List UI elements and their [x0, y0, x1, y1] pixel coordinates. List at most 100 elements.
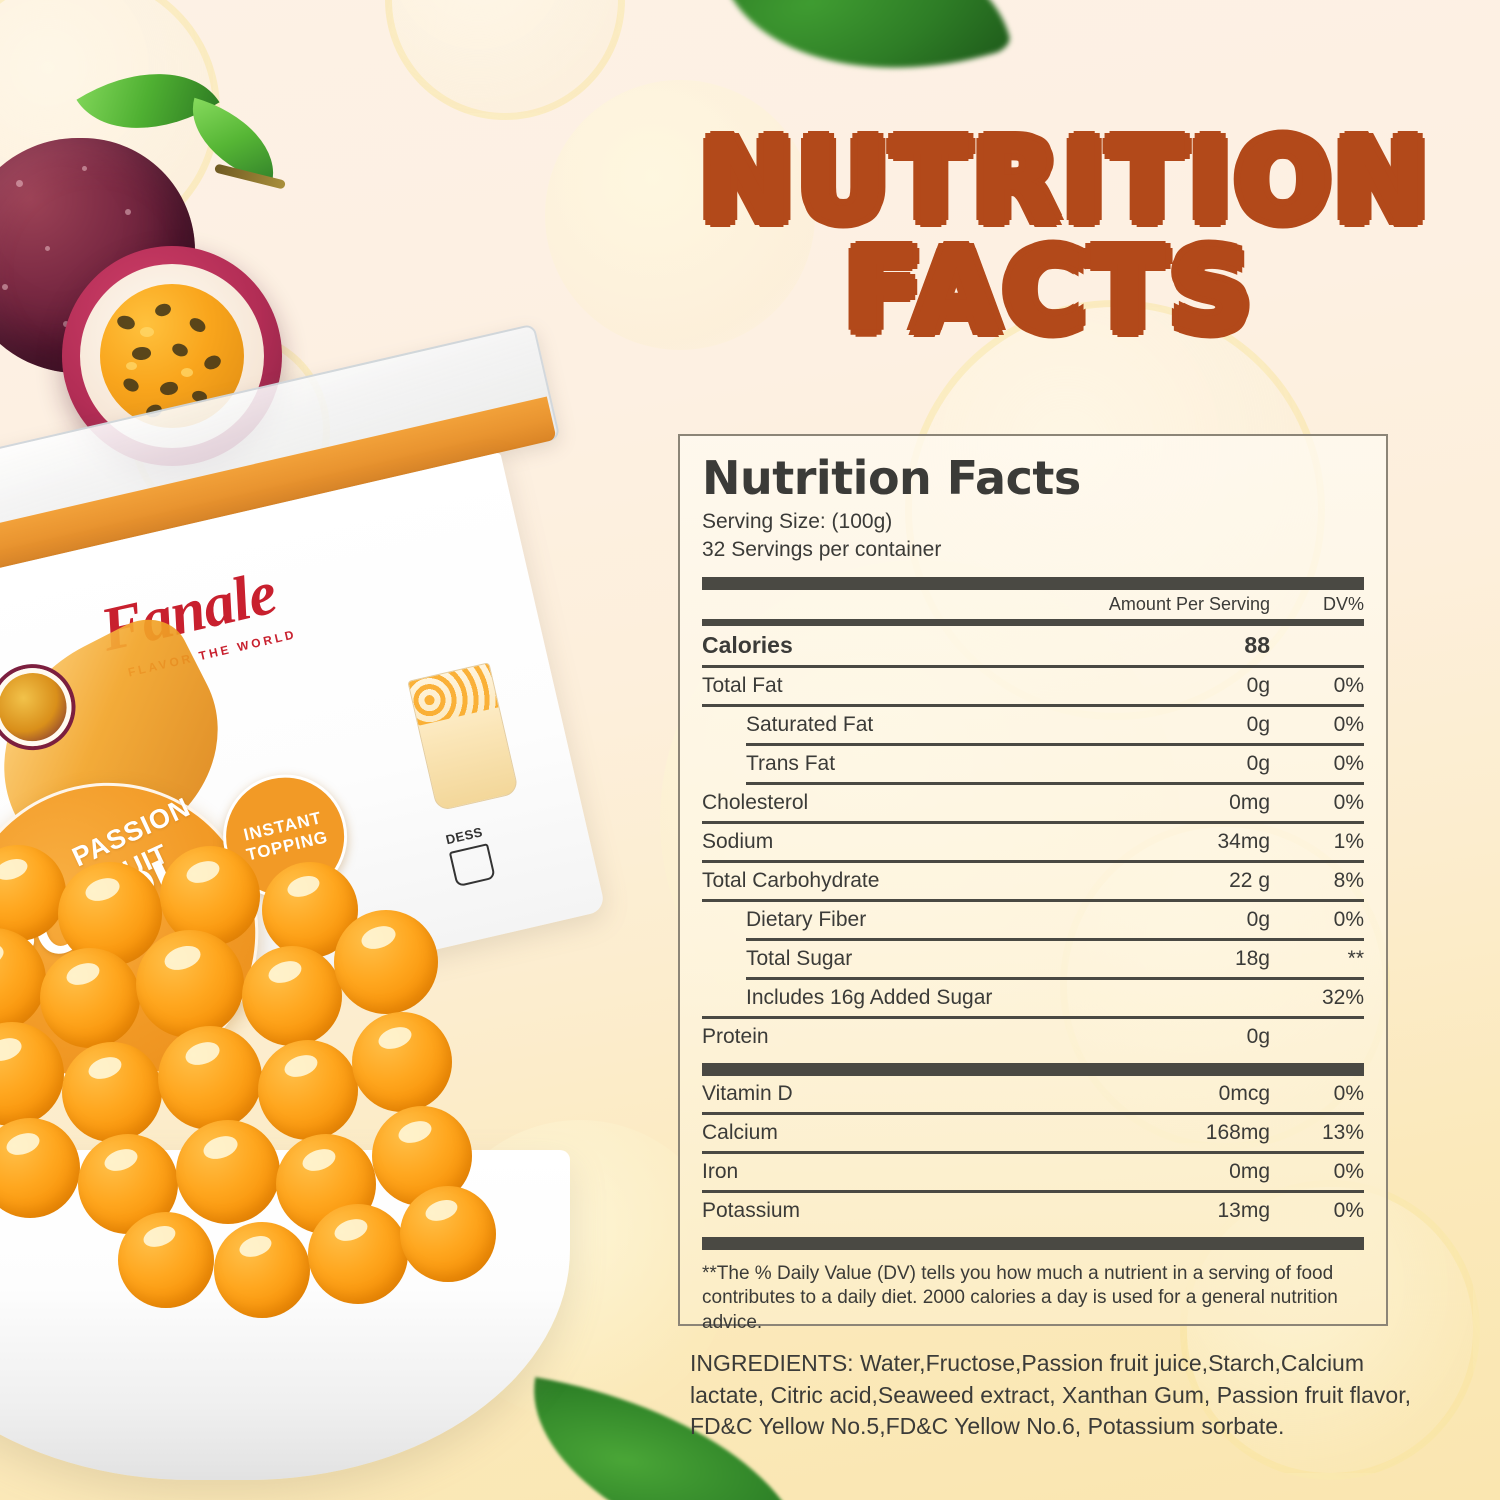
- nutrition-table-body: Vitamin D 0mcg 0%: [702, 1076, 1364, 1112]
- table-row: Protein 0g: [702, 1019, 1364, 1055]
- table-row: Calories 88: [702, 626, 1364, 665]
- row-amount: 34mg: [1217, 829, 1270, 853]
- row-label: Calories: [702, 631, 793, 658]
- boba-pearl: [242, 946, 342, 1046]
- row-amount: 18g: [1234, 946, 1270, 970]
- row-amount: [1080, 980, 1270, 1016]
- row-label: Total Sugar: [746, 946, 853, 970]
- boba-pearl: [400, 1186, 496, 1282]
- boba-pearl: [352, 1012, 452, 1112]
- row-amount: 0g: [1246, 751, 1270, 775]
- table-row: Trans Fat 0g 0%: [702, 746, 1364, 782]
- boba-pearl: [136, 930, 244, 1038]
- header-amount: Amount Per Serving: [1108, 593, 1270, 614]
- row-separator: [702, 703, 1364, 707]
- nutrition-table: Amount Per Serving DV%: [702, 590, 1364, 619]
- nutrition-table-body: Total Fat 0g 0%: [702, 668, 1364, 704]
- boba-pearl: [118, 1212, 214, 1308]
- table-row: Total Fat 0g 0%: [702, 668, 1364, 704]
- boba-pearl: [62, 1042, 162, 1142]
- row-separator: [702, 1111, 1364, 1115]
- panel-rule-mid: [702, 618, 1364, 626]
- row-separator: [702, 1150, 1364, 1154]
- row-label: Trans Fat: [746, 751, 836, 775]
- boba-pearl: [58, 862, 162, 966]
- row-separator: [702, 898, 1364, 902]
- bg-bubble: [0, 0, 220, 250]
- row-dv: [1270, 626, 1364, 665]
- row-amount: 22 g: [1229, 868, 1270, 892]
- servings-per-container: 32 Servings per container: [702, 538, 942, 562]
- nutrition-table-body: Saturated Fat 0g 0%: [702, 707, 1364, 743]
- boba-pearl: [0, 1118, 80, 1218]
- table-row: Includes 16g Added Sugar 32%: [702, 980, 1364, 1016]
- row-separator: [702, 1015, 1364, 1019]
- boba-pearl: [214, 1222, 310, 1318]
- table-row: Sodium 34mg 1%: [702, 824, 1364, 860]
- nutrition-table-body: Iron 0mg 0%: [702, 1154, 1364, 1190]
- table-row: Iron 0mg 0%: [702, 1154, 1364, 1190]
- panel-rule-thick: [702, 1062, 1364, 1076]
- nutrition-table-body: Total Sugar 18g **: [702, 941, 1364, 977]
- row-separator-indented: [746, 976, 1364, 980]
- ingredients-text: INGREDIENTS: Water,Fructose,Passion frui…: [690, 1350, 1412, 1440]
- row-dv: 8%: [1333, 868, 1364, 892]
- nutrition-table-body: Sodium 34mg 1%: [702, 824, 1364, 860]
- row-dv: 0%: [1333, 1198, 1364, 1222]
- panel-title: Nutrition Facts: [702, 451, 1081, 505]
- boba-pearl: [308, 1204, 408, 1304]
- nutrition-table-body: Calcium 168mg 13%: [702, 1115, 1364, 1151]
- table-row: Total Sugar 18g **: [702, 941, 1364, 977]
- nutrition-table-body: Total Carbohydrate 22 g 8%: [702, 863, 1364, 899]
- row-dv: 0%: [1333, 790, 1364, 814]
- row-label: Calcium: [702, 1120, 778, 1144]
- row-dv: 1%: [1333, 829, 1364, 853]
- row-dv: 13%: [1321, 1120, 1364, 1144]
- row-label: Potassium: [702, 1198, 801, 1222]
- nutrition-table-body: Dietary Fiber 0g 0%: [702, 902, 1364, 938]
- nutrition-table-body: Includes 16g Added Sugar 32%: [702, 980, 1364, 1016]
- nutrition-facts-panel: Nutrition Facts Serving Size: (100g) 32 …: [678, 434, 1388, 1333]
- boba-pearl: [160, 846, 260, 946]
- boba-pearl: [334, 910, 438, 1014]
- page-title: NUTRITION FACTS: [697, 124, 1430, 351]
- row-dv: **: [1347, 946, 1364, 970]
- nutrition-table-body: Protein 0g: [702, 1019, 1364, 1055]
- row-label: Total Carbohydrate: [702, 868, 880, 892]
- table-row: Vitamin D 0mcg 0%: [702, 1076, 1364, 1112]
- header-spacer: [702, 590, 1080, 619]
- row-amount: 0mg: [1229, 1159, 1270, 1183]
- table-row: Total Carbohydrate 22 g 8%: [702, 863, 1364, 899]
- row-label: Total Fat: [702, 673, 783, 697]
- row-dv: 0%: [1333, 1159, 1364, 1183]
- row-separator: [702, 820, 1364, 824]
- table-row: Calcium 168mg 13%: [702, 1115, 1364, 1151]
- row-label: Protein: [702, 1024, 769, 1048]
- row-amount: 88: [1244, 631, 1270, 658]
- daily-value-footnote: **The % Daily Value (DV) tells you how m…: [702, 1262, 1338, 1333]
- row-label: Iron: [702, 1159, 739, 1183]
- passion-fruit-pulp: [99, 283, 245, 429]
- row-separator-indented: [746, 742, 1364, 746]
- boba-pearl: [158, 1026, 262, 1130]
- nutrition-table-body: Calories 88: [702, 626, 1364, 665]
- row-amount: 0g: [1246, 712, 1270, 736]
- boba-pearl: [40, 948, 140, 1048]
- table-row: Saturated Fat 0g 0%: [702, 707, 1364, 743]
- table-header-row: Amount Per Serving DV%: [702, 590, 1364, 619]
- row-amount: 0g: [1246, 907, 1270, 931]
- row-separator: [702, 664, 1364, 668]
- row-amount: 168mg: [1205, 1120, 1270, 1144]
- row-label: Cholesterol: [702, 790, 809, 814]
- nutrition-table-body: Cholesterol 0mg 0%: [702, 785, 1364, 821]
- row-dv: 32%: [1321, 985, 1364, 1009]
- nutrition-table-body: Trans Fat 0g 0%: [702, 746, 1364, 782]
- row-amount: 13mg: [1217, 1198, 1270, 1222]
- serving-size: Serving Size: (100g): [702, 510, 893, 534]
- row-separator-indented: [746, 781, 1364, 785]
- row-label: Vitamin D: [702, 1081, 793, 1105]
- row-amount: 0mg: [1229, 790, 1270, 814]
- row-label: Dietary Fiber: [746, 907, 867, 931]
- table-row: Potassium 13mg 0%: [702, 1193, 1364, 1229]
